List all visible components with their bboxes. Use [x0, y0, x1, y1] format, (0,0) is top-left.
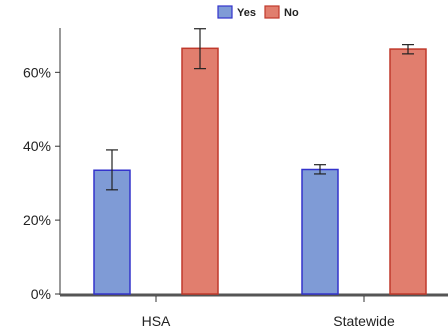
error-bars	[106, 28, 414, 191]
x-tick-label: HSA	[142, 313, 171, 329]
legend: Yes No	[217, 5, 299, 19]
y-tick-label: 40%	[23, 138, 51, 154]
y-tick-label: 60%	[23, 64, 51, 80]
bar-yes	[301, 168, 339, 295]
y-tick-label: 0%	[31, 286, 51, 302]
bar-yes	[93, 169, 131, 295]
bars	[93, 47, 427, 295]
legend-label-yes: Yes	[237, 7, 256, 19]
y-tick-label: 20%	[23, 212, 51, 228]
legend-swatch-yes	[217, 5, 233, 19]
x-tick-label: Statewide	[333, 313, 395, 329]
axis-labels: 0% 20% 40% 60% HSA Statewide	[23, 64, 395, 329]
axes	[55, 28, 448, 302]
bar-no	[389, 48, 427, 295]
legend-label-no: No	[284, 7, 299, 19]
legend-swatch-no	[264, 5, 280, 19]
bar-no	[181, 47, 219, 295]
